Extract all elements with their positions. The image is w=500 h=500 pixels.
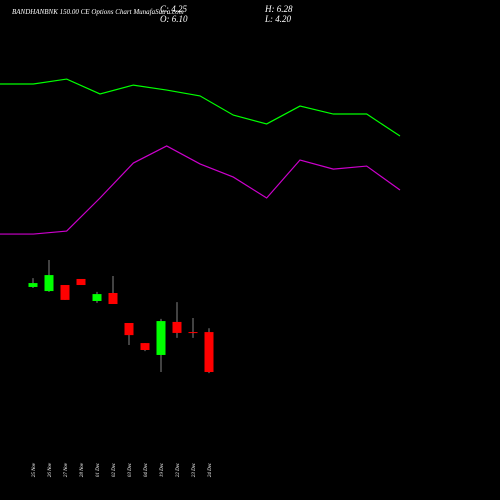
x-tick-label: 27 Nov [64, 462, 69, 477]
x-tick-label: 22 Dec [176, 462, 181, 477]
candle-body [188, 332, 198, 334]
high-info: H: 6.28 [264, 4, 293, 14]
x-tick-label: 23 Dec [192, 462, 197, 477]
close-info: C: 4.25 [160, 4, 188, 14]
indicator-line [0, 145, 401, 235]
candle-body [28, 283, 38, 287]
x-tick-label: 26 Nov [48, 462, 53, 477]
low-info: L: 4.20 [264, 14, 292, 24]
candle-body [76, 278, 86, 286]
candle-body [172, 321, 182, 333]
x-tick-label: 25 Nov [32, 462, 37, 477]
candle-body [140, 343, 150, 350]
x-tick-label: 02 Dec [112, 462, 117, 477]
x-tick-label: 01 Dec [96, 462, 101, 477]
x-tick-label: 28 Nov [80, 462, 85, 477]
candle-body [108, 293, 118, 305]
candle-body [60, 285, 70, 300]
candle-body [124, 323, 134, 336]
open-info: O: 6.10 [160, 14, 188, 24]
x-tick-label: 03 Dec [128, 462, 133, 477]
candle-body [156, 321, 166, 355]
candle-body [92, 294, 102, 301]
x-tick-label: 04 Dec [144, 462, 149, 477]
x-tick-label: 24 Dec [208, 462, 213, 477]
chart-title: BANDHANBNK 150.00 CE Options Chart Munaf… [12, 8, 184, 16]
candle-body [44, 275, 54, 292]
candle-body [204, 332, 214, 373]
indicator-line [0, 78, 401, 137]
x-tick-label: 19 Dec [160, 462, 165, 477]
